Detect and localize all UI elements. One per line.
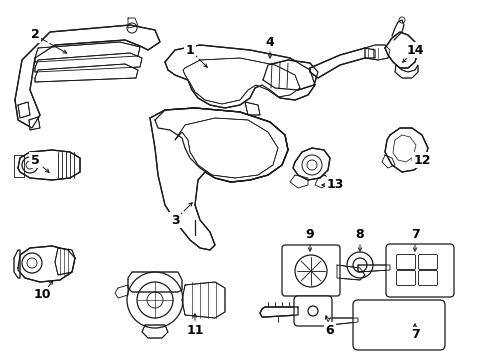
Polygon shape [182, 282, 224, 318]
Polygon shape [18, 246, 75, 282]
Polygon shape [309, 48, 374, 78]
Polygon shape [18, 102, 30, 118]
Text: 10: 10 [33, 288, 51, 302]
Polygon shape [336, 265, 364, 280]
Polygon shape [394, 65, 417, 78]
Polygon shape [384, 128, 427, 172]
FancyBboxPatch shape [418, 255, 437, 270]
Text: 3: 3 [170, 213, 179, 226]
Polygon shape [128, 272, 182, 292]
Text: 12: 12 [412, 153, 430, 166]
FancyBboxPatch shape [293, 296, 331, 326]
Text: 9: 9 [305, 229, 314, 242]
Text: 13: 13 [325, 179, 343, 192]
Text: 7: 7 [410, 328, 419, 342]
Polygon shape [15, 25, 160, 128]
Polygon shape [18, 150, 80, 180]
Polygon shape [14, 250, 20, 278]
Text: 11: 11 [186, 324, 203, 337]
Polygon shape [327, 318, 357, 325]
Text: 4: 4 [265, 36, 274, 49]
FancyBboxPatch shape [396, 255, 415, 270]
FancyBboxPatch shape [418, 270, 437, 285]
Text: 6: 6 [325, 324, 334, 337]
Bar [14, 155, 24, 177]
Polygon shape [35, 53, 142, 72]
Polygon shape [29, 117, 40, 130]
Polygon shape [55, 248, 75, 275]
Polygon shape [263, 60, 317, 90]
Polygon shape [35, 42, 140, 62]
Polygon shape [175, 118, 278, 178]
Polygon shape [142, 325, 168, 338]
Text: 8: 8 [355, 229, 364, 242]
Polygon shape [364, 45, 389, 60]
Text: 1: 1 [185, 44, 194, 57]
Text: 14: 14 [406, 44, 423, 57]
Polygon shape [244, 102, 260, 115]
FancyBboxPatch shape [396, 270, 415, 285]
Polygon shape [292, 148, 329, 180]
Text: 7: 7 [410, 229, 419, 242]
Text: 5: 5 [31, 153, 40, 166]
Polygon shape [384, 32, 417, 68]
Polygon shape [155, 108, 287, 182]
Text: 2: 2 [31, 28, 40, 41]
Polygon shape [150, 108, 287, 250]
FancyBboxPatch shape [282, 245, 339, 296]
Polygon shape [260, 307, 297, 317]
Polygon shape [183, 58, 299, 104]
FancyBboxPatch shape [385, 244, 453, 297]
Polygon shape [35, 64, 138, 82]
Polygon shape [357, 265, 389, 272]
Polygon shape [164, 45, 314, 108]
FancyBboxPatch shape [352, 300, 444, 350]
